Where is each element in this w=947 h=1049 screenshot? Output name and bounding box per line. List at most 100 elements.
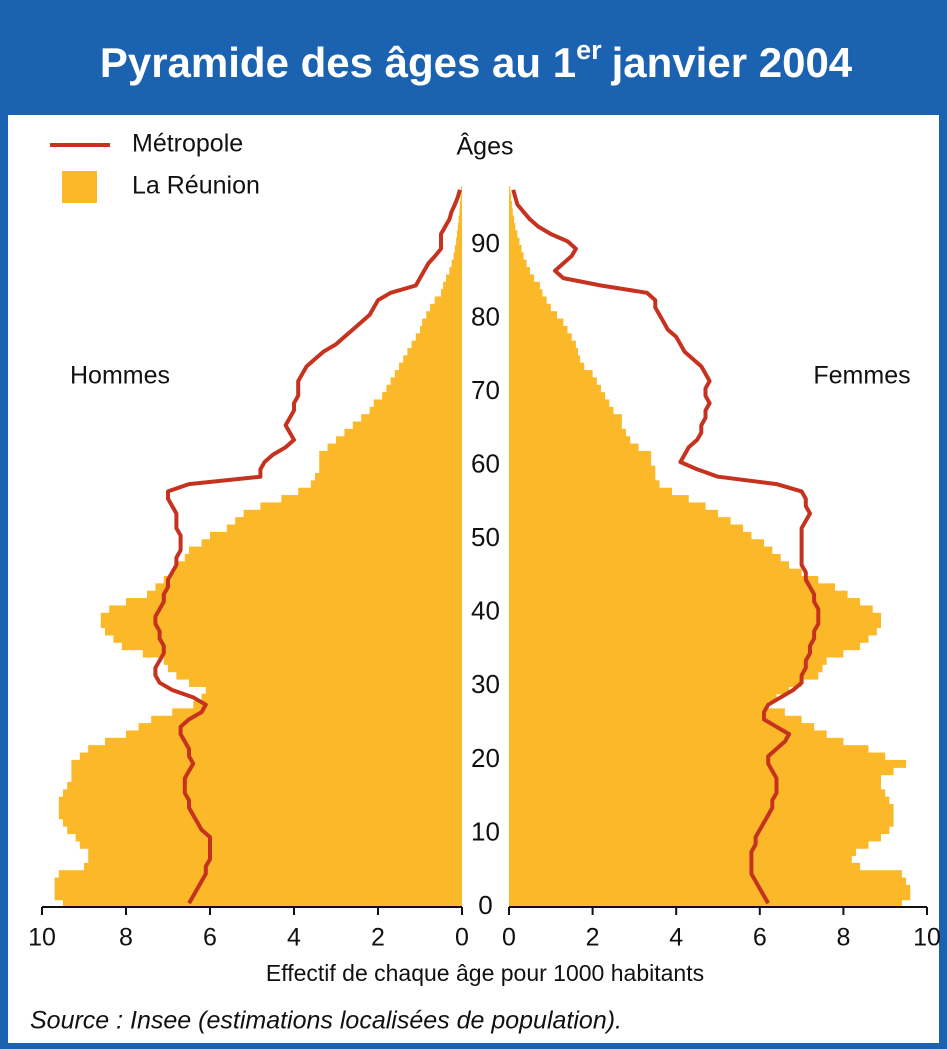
x-tick-label: 6 xyxy=(753,924,767,952)
bar xyxy=(172,708,463,717)
y-tick-label: 10 xyxy=(471,816,500,846)
bar xyxy=(509,671,819,680)
y-tick-label: 60 xyxy=(471,449,500,479)
bar xyxy=(509,561,790,570)
x-tick-label: 8 xyxy=(836,924,850,952)
bar xyxy=(509,767,894,776)
bar xyxy=(509,605,873,614)
bar xyxy=(509,252,524,261)
side-label: Hommes xyxy=(70,362,170,390)
bar xyxy=(509,826,890,835)
bar xyxy=(509,517,731,526)
bar xyxy=(344,428,463,437)
bar xyxy=(189,678,463,687)
bar xyxy=(509,443,639,452)
bar xyxy=(457,222,463,231)
bar xyxy=(382,392,463,401)
bar xyxy=(509,620,882,629)
bar xyxy=(509,686,790,695)
bar xyxy=(509,230,518,239)
bar xyxy=(422,318,463,327)
bar xyxy=(453,252,463,261)
bar xyxy=(443,281,463,290)
bar xyxy=(509,318,564,327)
x-tick-label: 2 xyxy=(586,924,600,952)
title-main: Pyramide des âges au 1 xyxy=(100,39,576,86)
bar xyxy=(509,877,907,886)
bar xyxy=(509,355,581,364)
bar xyxy=(509,458,652,467)
bar xyxy=(509,414,622,423)
bar xyxy=(509,362,585,371)
bar xyxy=(509,899,902,908)
bar xyxy=(509,370,593,378)
bar xyxy=(509,377,597,386)
x-tick-label: 6 xyxy=(203,924,217,952)
bar xyxy=(509,804,894,812)
bar xyxy=(100,612,463,621)
bar xyxy=(403,355,463,364)
bar xyxy=(415,333,463,342)
bar xyxy=(509,465,656,474)
y-tick-label: 50 xyxy=(471,522,500,552)
bar xyxy=(88,848,463,857)
bar xyxy=(138,723,463,732)
bar xyxy=(509,399,610,408)
bar xyxy=(54,892,463,901)
bar xyxy=(509,693,777,702)
bar xyxy=(142,649,463,658)
bar xyxy=(243,509,463,518)
bar xyxy=(451,259,463,268)
bar xyxy=(509,406,614,415)
y-tick-label: 0 xyxy=(478,890,492,920)
bar xyxy=(352,421,463,430)
bar xyxy=(509,347,578,356)
bar xyxy=(407,347,463,356)
bar xyxy=(281,495,463,504)
bar xyxy=(509,274,535,283)
bar xyxy=(509,840,869,849)
bar xyxy=(454,245,463,253)
bar xyxy=(460,193,463,202)
bar xyxy=(509,495,689,504)
bar xyxy=(298,487,463,496)
bar xyxy=(509,701,769,709)
bar xyxy=(509,450,652,459)
bar xyxy=(509,752,886,761)
bar xyxy=(71,759,463,768)
bar xyxy=(509,267,530,276)
bar xyxy=(509,303,551,312)
bar xyxy=(121,642,463,651)
bar xyxy=(509,745,869,754)
x-tick-label: 10 xyxy=(913,924,941,952)
bar xyxy=(509,576,819,584)
bar xyxy=(58,811,463,820)
y-tick-label: 90 xyxy=(471,228,500,258)
bar xyxy=(458,215,463,224)
bar xyxy=(509,583,836,592)
bar xyxy=(441,289,463,298)
bar xyxy=(58,870,463,879)
bar xyxy=(434,296,463,305)
title-sup: er xyxy=(576,35,602,65)
bar xyxy=(509,245,522,253)
bar xyxy=(509,590,848,599)
x-tick-label: 4 xyxy=(287,924,301,952)
bar xyxy=(54,877,463,886)
x-tick-label: 10 xyxy=(28,924,56,952)
bar xyxy=(509,281,540,290)
legend-label: Métropole xyxy=(132,130,243,158)
bar xyxy=(509,487,673,496)
bar xyxy=(71,767,463,776)
bar xyxy=(449,267,463,276)
bar xyxy=(88,745,463,754)
bar xyxy=(168,664,463,673)
bar xyxy=(201,539,463,548)
bar xyxy=(509,708,785,717)
bar xyxy=(260,502,463,511)
side-label: Femmes xyxy=(813,362,910,390)
bar xyxy=(84,862,463,871)
bar xyxy=(509,524,744,533)
x-tick-label: 8 xyxy=(119,924,133,952)
